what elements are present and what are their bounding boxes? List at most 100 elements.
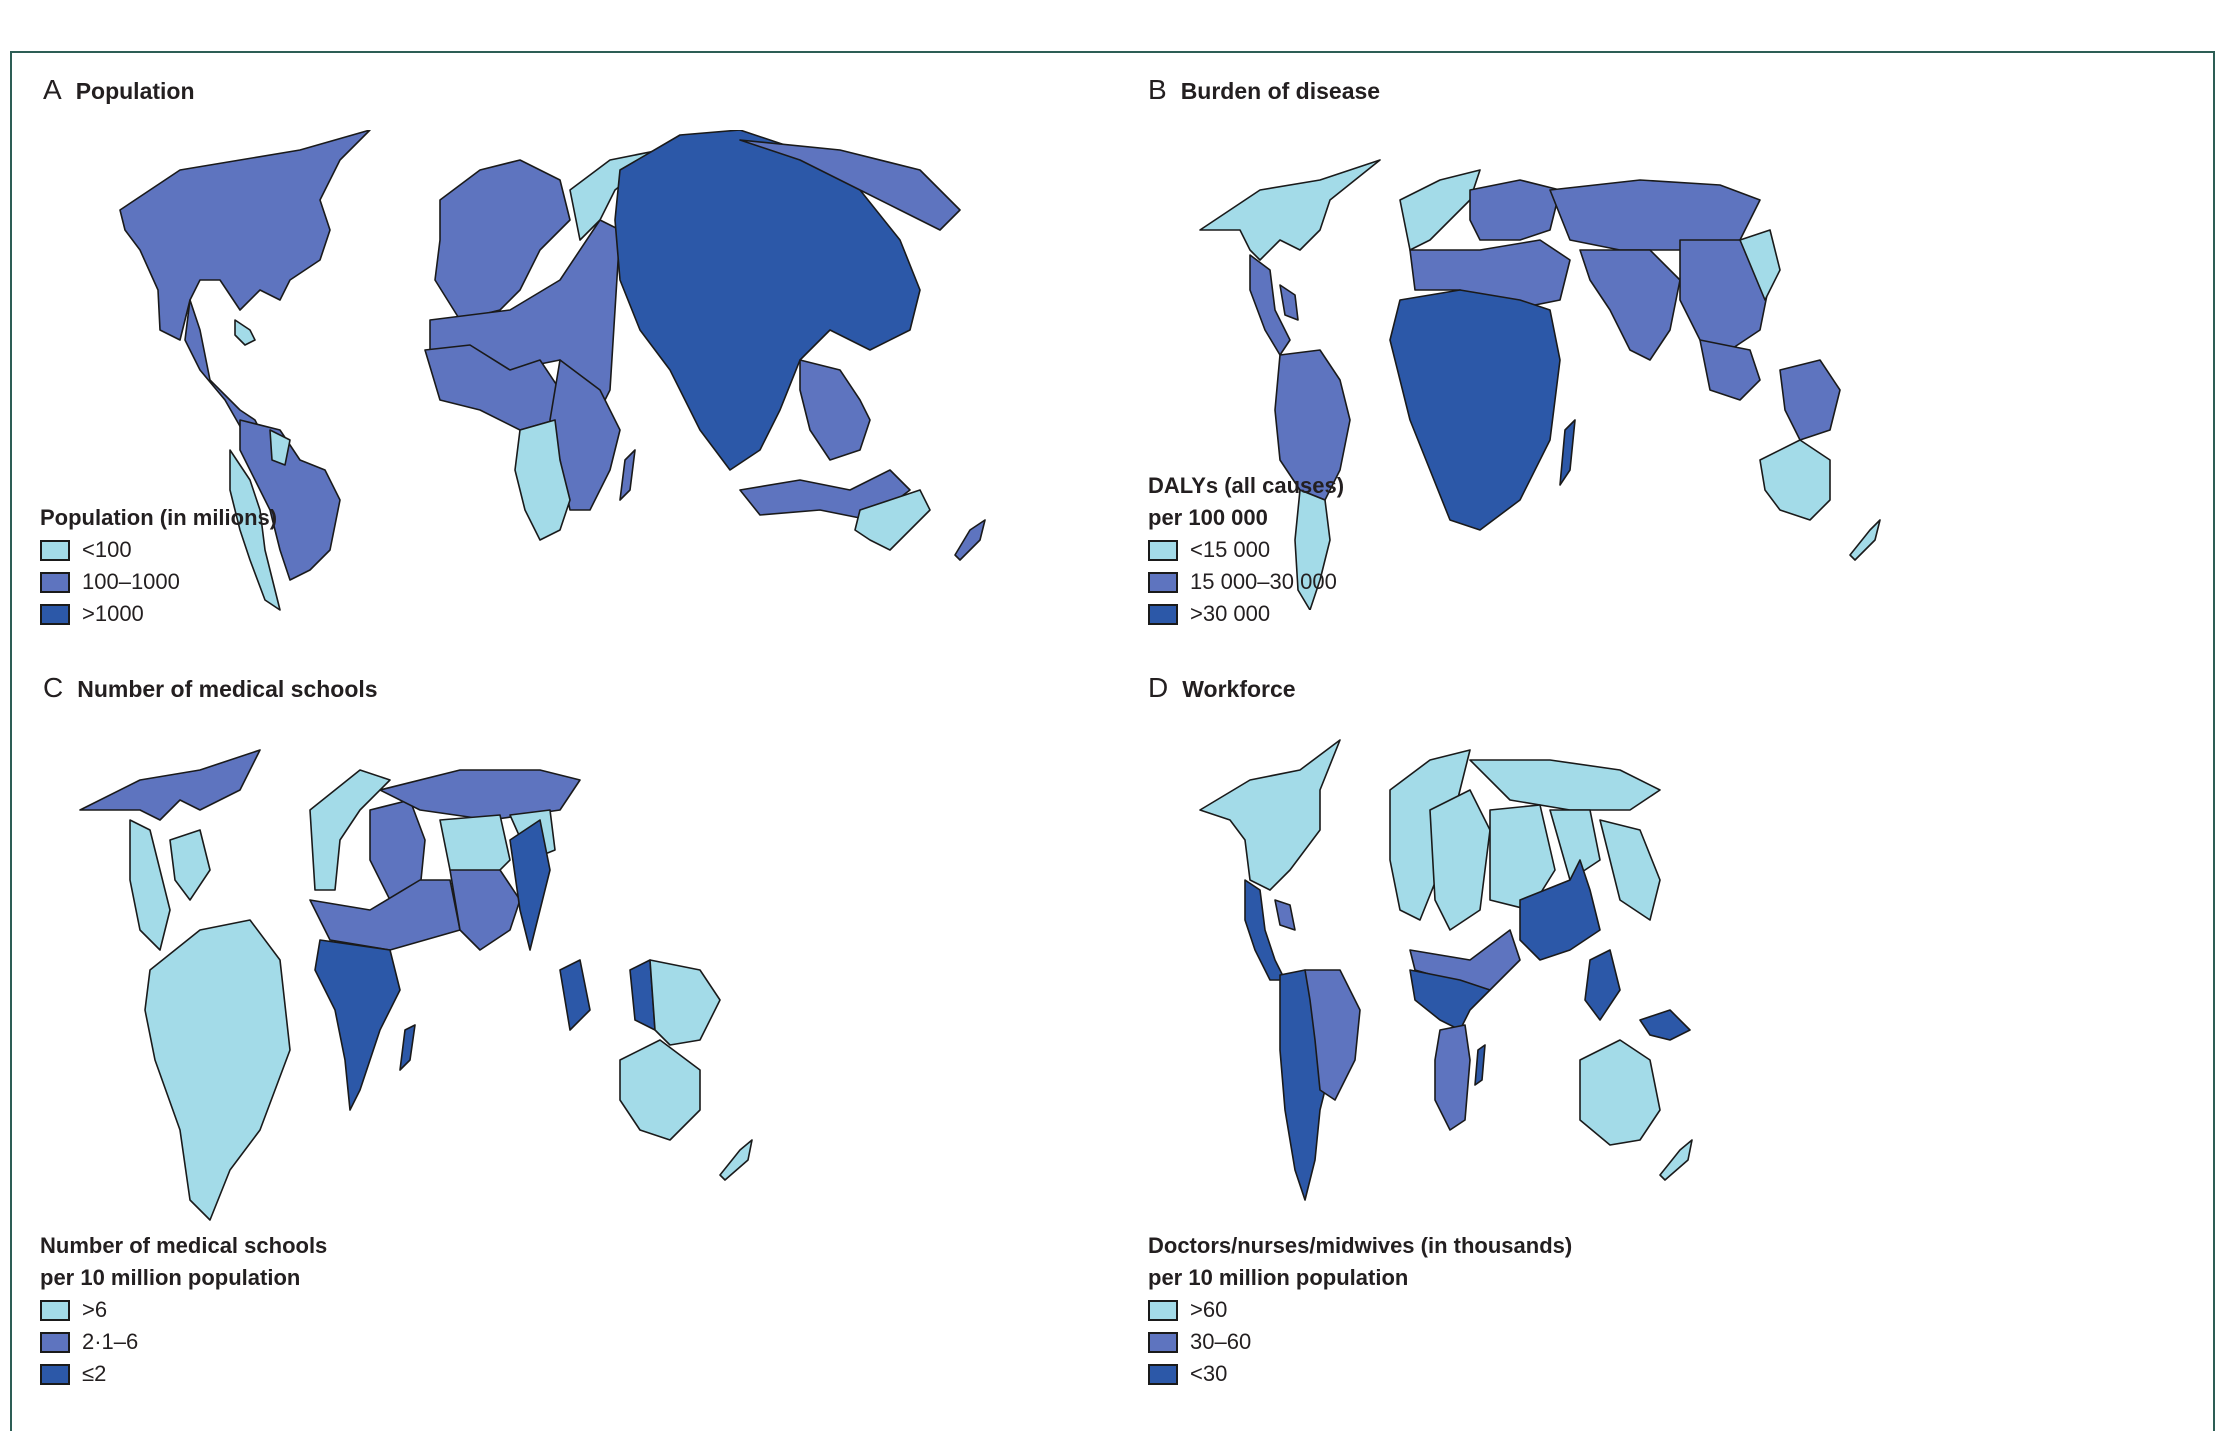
- swatch-light: [40, 1299, 70, 1321]
- figure-frame: [10, 51, 2215, 1431]
- swatch-medium: [1148, 1331, 1178, 1353]
- region-central-america: [1244, 879, 1286, 981]
- region-sub-saharan-africa: [314, 939, 401, 1111]
- region-western-europe: [1399, 169, 1481, 251]
- region-caribbean: [169, 829, 211, 901]
- region-oceania: [854, 489, 931, 551]
- region-north-america: [1199, 159, 1381, 261]
- panel-d-letter: D: [1148, 672, 1169, 703]
- region-madagascar: [1474, 1044, 1486, 1086]
- region-new-zealand: [719, 1139, 753, 1181]
- map-burden-of-disease: [1199, 159, 1881, 610]
- panel-d-name: Workforce: [1182, 676, 1296, 702]
- region-madagascar: [1559, 419, 1576, 486]
- legend-label: 15 000–30 000: [1190, 569, 1337, 594]
- legend-label: <15 000: [1190, 537, 1271, 562]
- region-caribbean: [1274, 899, 1296, 931]
- legend-title-line-1: Number of medical schools: [40, 1233, 328, 1258]
- region-sub-saharan-africa: [1389, 289, 1561, 531]
- region-southeast-asia: [559, 959, 591, 1031]
- region-oceania: [649, 959, 721, 1046]
- region-brazil: [239, 419, 341, 581]
- region-east-asia-coast: [1739, 229, 1781, 301]
- region-new-zealand: [1659, 1139, 1693, 1181]
- region-north-america: [119, 130, 371, 341]
- swatch-medium: [40, 1331, 70, 1353]
- legend-label: ≤2: [82, 1361, 107, 1386]
- region-north-america: [1199, 739, 1341, 891]
- region-tropical-sa: [1274, 349, 1351, 501]
- region-south-asia: [1519, 859, 1601, 961]
- legend-item: >30 000: [1148, 598, 1344, 630]
- region-caribbean: [234, 319, 256, 346]
- panel-b-title: B Burden of disease: [1148, 74, 1380, 106]
- swatch-medium: [40, 571, 70, 593]
- legend-item: <100: [40, 534, 277, 566]
- legend-medical-schools: Number of medical schools per 10 million…: [40, 1230, 327, 1390]
- panel-a-letter: A: [43, 74, 62, 105]
- region-australasia: [1579, 1039, 1661, 1146]
- region-east-asia-coast: [1599, 819, 1661, 921]
- panel-d-title: D Workforce: [1148, 672, 1296, 704]
- legend-burden-of-disease: DALYs (all causes) per 100 000 <15 000 1…: [1148, 470, 1344, 630]
- panel-a-name: Population: [75, 78, 195, 104]
- region-north-asia: [1469, 759, 1661, 811]
- swatch-dark: [1148, 1363, 1178, 1385]
- region-new-zealand: [954, 519, 986, 561]
- legend-label: <30: [1190, 1361, 1228, 1386]
- region-eastern-europe: [1469, 179, 1561, 241]
- map-medical-schools: [79, 749, 753, 1221]
- region-madagascar: [399, 1024, 416, 1071]
- legend-title-line-1: DALYs (all causes): [1148, 473, 1345, 498]
- region-eastern-europe: [1429, 789, 1491, 931]
- region-southern-africa: [514, 419, 571, 541]
- swatch-dark: [40, 603, 70, 625]
- panel-c-letter: C: [43, 672, 64, 703]
- legend-label: 2·1–6: [82, 1329, 139, 1354]
- region-australasia: [1759, 439, 1831, 521]
- region-southeast-asia: [799, 359, 871, 461]
- swatch-dark: [40, 1363, 70, 1385]
- swatch-light: [40, 539, 70, 561]
- region-andean-sa: [229, 449, 281, 611]
- legend-label: >1000: [82, 601, 144, 626]
- region-south-asia: [449, 869, 521, 951]
- region-north-america: [79, 749, 261, 821]
- region-southern-sa: [1294, 489, 1331, 610]
- legend-title-line-2: per 10 million population: [1148, 1265, 1409, 1290]
- map-workforce: [1199, 739, 1693, 1201]
- region-caribbean: [1279, 284, 1299, 321]
- legend-item: 30–60: [1148, 1326, 1572, 1358]
- region-southeast-asia: [1699, 339, 1761, 401]
- region-central-america: [184, 299, 261, 436]
- swatch-light: [1148, 539, 1178, 561]
- region-andes-north: [269, 429, 291, 466]
- legend-item: 2·1–6: [40, 1326, 327, 1358]
- region-north-asia: [739, 139, 961, 231]
- region-oceania: [1639, 1009, 1691, 1041]
- region-south-asia: [1579, 249, 1681, 361]
- legend-item: >6: [40, 1294, 327, 1326]
- map-population: [119, 130, 986, 611]
- legend-label: 30–60: [1190, 1329, 1252, 1354]
- region-east-asia: [1549, 809, 1601, 881]
- panel-c-name: Number of medical schools: [77, 676, 378, 702]
- legend-item: >1000: [40, 598, 277, 630]
- region-southeast-asia: [1584, 949, 1621, 1021]
- region-madagascar: [619, 449, 636, 501]
- region-central-america: [1249, 254, 1291, 356]
- region-north-asia: [379, 769, 581, 821]
- region-australasia: [619, 1039, 701, 1141]
- legend-item: ≤2: [40, 1358, 327, 1390]
- region-sub-saharan-africa: [1409, 969, 1491, 1031]
- legend-label: >60: [1190, 1297, 1228, 1322]
- panel-c-title: C Number of medical schools: [43, 672, 378, 704]
- panel-b-letter: B: [1148, 74, 1167, 105]
- region-sea-mainland: [509, 819, 551, 951]
- swatch-light: [1148, 1299, 1178, 1321]
- region-new-zealand: [1849, 519, 1881, 561]
- region-south-america: [144, 919, 291, 1221]
- panel-b-name: Burden of disease: [1180, 78, 1381, 104]
- region-north-africa-me: [309, 879, 461, 951]
- legend-population: Population (in milions) <100 100–1000 >1…: [40, 502, 277, 630]
